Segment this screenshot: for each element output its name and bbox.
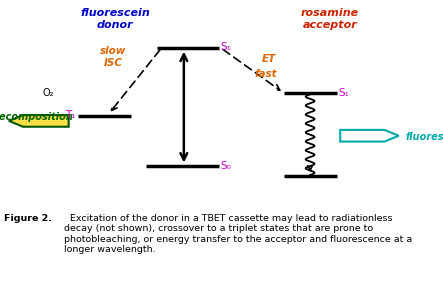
- Text: fluorescein
donor: fluorescein donor: [80, 8, 150, 30]
- Text: S₁: S₁: [221, 42, 232, 52]
- Text: fluorescence: fluorescence: [405, 132, 443, 142]
- Text: O₂: O₂: [43, 88, 54, 98]
- Text: S₀: S₀: [221, 161, 232, 171]
- FancyArrow shape: [340, 130, 399, 142]
- Text: Excitation of the donor in a TBET cassette may lead to radiationless
decay (not : Excitation of the donor in a TBET casset…: [64, 214, 412, 254]
- Text: T₁: T₁: [65, 109, 75, 120]
- Text: S₁: S₁: [338, 88, 349, 98]
- FancyArrow shape: [9, 115, 69, 127]
- Text: ET: ET: [261, 54, 276, 65]
- Text: rosamine
acceptor: rosamine acceptor: [301, 8, 359, 30]
- Text: decomposition: decomposition: [0, 112, 74, 122]
- Text: Figure 2.: Figure 2.: [4, 214, 52, 223]
- Text: slow
ISC: slow ISC: [100, 46, 126, 68]
- Text: fast: fast: [255, 69, 277, 79]
